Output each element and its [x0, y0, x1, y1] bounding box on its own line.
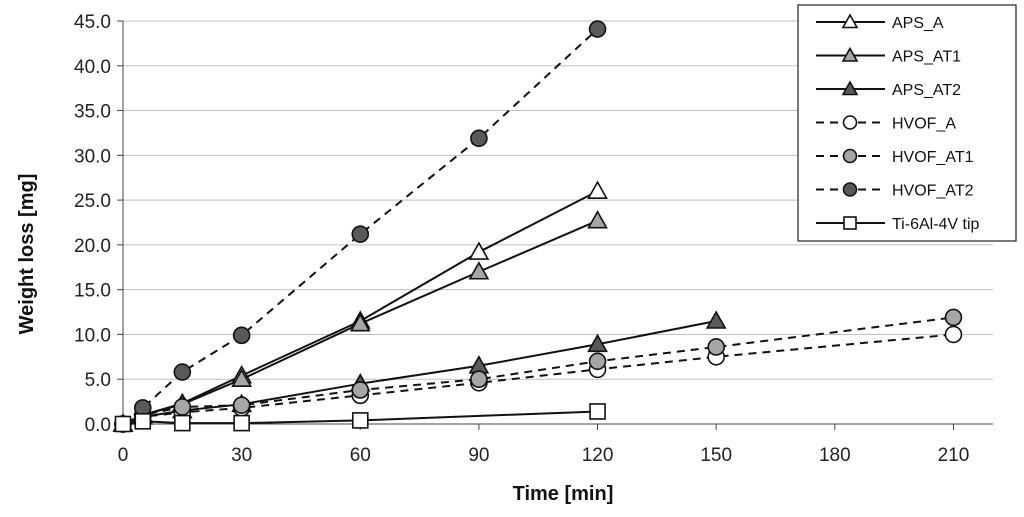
legend-entry-aps-at1: APS_AT1	[816, 46, 961, 66]
legend-marker	[843, 216, 857, 230]
data-point-aps-at1	[349, 313, 371, 332]
y-tick-label: 0.0	[85, 415, 111, 436]
legend-label: APS_AT2	[892, 82, 961, 99]
legend-entry-hvof-at2: HVOF_AT2	[816, 182, 974, 200]
axes	[122, 21, 993, 425]
data-point-aps-at2	[587, 333, 608, 353]
data-point-hvof-at2	[232, 326, 251, 345]
y-tick-label: 15.0	[74, 281, 111, 302]
y-tick-label: 40.0	[74, 57, 111, 78]
data-point-ti-6al-4v-tip	[233, 414, 250, 432]
y-tick-label: 10.0	[74, 325, 111, 346]
data-point-aps-at1	[231, 368, 253, 388]
legend-marker	[842, 182, 858, 197]
data-point-aps-a	[468, 241, 490, 260]
x-tick-label: 30	[231, 445, 252, 466]
legend-label: HVOF_A	[892, 116, 956, 133]
x-tick-label: 210	[938, 445, 970, 466]
data-point-aps-a	[587, 180, 608, 199]
x-axis-title: Time [min]	[513, 483, 614, 505]
y-tick-label: 30.0	[74, 146, 111, 167]
data-point-hvof-at1	[470, 370, 488, 389]
x-tick-label: 180	[819, 445, 851, 466]
legend-label: Ti-6Al-4V tip	[892, 216, 980, 233]
legend-entry-aps-at2: APS_AT2	[816, 80, 961, 99]
x-tick-label: 0	[118, 445, 129, 466]
data-point-aps-at1	[468, 261, 490, 280]
series-line-aps-at2	[122, 320, 717, 425]
series-ti-6al-4v-tip	[114, 403, 606, 433]
y-axis-title: Weight loss [mg]	[16, 174, 38, 335]
legend-entry-hvof-at1: HVOF_AT1	[816, 148, 974, 166]
legend-marker	[842, 115, 858, 130]
legend: APS_A APS_AT1 APS_AT2 HVOF_A HVOF_AT1 HVOF_AT…	[797, 4, 1017, 242]
legend-label: HVOF_AT1	[892, 149, 974, 166]
legend-entry-hvof-a: HVOF_A	[816, 115, 956, 133]
y-tick-label: 20.0	[74, 236, 111, 257]
data-point-hvof-at1	[173, 398, 192, 416]
x-tick-label: 150	[700, 445, 732, 466]
legend-entry-aps-a: APS_A	[816, 13, 944, 32]
data-point-hvof-at1	[351, 381, 370, 399]
legend-entry-ti-6al-4v-tip: Ti-6Al-4V tip	[816, 216, 980, 233]
legend-label: APS_A	[892, 15, 944, 32]
data-point-hvof-at2	[470, 129, 488, 148]
legend-label: HVOF_AT2	[892, 183, 974, 200]
data-point-hvof-at2	[173, 363, 192, 381]
legend-label: APS_AT1	[892, 49, 961, 66]
x-tick-label: 60	[350, 445, 371, 466]
y-tick-label: 25.0	[74, 191, 111, 212]
data-point-hvof-at2	[588, 20, 607, 38]
data-point-ti-6al-4v-tip	[589, 403, 606, 420]
data-point-hvof-at2	[351, 225, 370, 243]
y-tick-label: 5.0	[85, 370, 111, 391]
series-aps-at2	[112, 310, 727, 432]
legend-marker	[841, 13, 859, 29]
series	[112, 20, 963, 433]
data-point-aps-at1	[587, 210, 608, 229]
x-tick-label: 90	[468, 445, 489, 466]
data-point-ti-6al-4v-tip	[174, 414, 191, 432]
data-point-hvof-at1	[232, 396, 251, 414]
data-point-ti-6al-4v-tip	[114, 415, 132, 433]
legend-marker	[841, 80, 859, 96]
data-point-ti-6al-4v-tip	[351, 412, 369, 429]
y-tick-label: 35.0	[74, 102, 111, 123]
data-point-aps-at2	[705, 310, 727, 329]
data-point-hvof-at1	[588, 352, 607, 371]
legend-marker	[842, 148, 858, 164]
y-tick-labels: 0.0 5.0 10.0 15.0 20.0 25.0 30.0 35.0 40.0 45.0	[74, 12, 123, 436]
gridlines	[123, 20, 993, 380]
data-point-hvof-at1	[944, 308, 963, 327]
legend-marker	[841, 46, 859, 62]
data-point-hvof-at1	[707, 338, 725, 356]
data-point-ti-6al-4v-tip	[134, 413, 152, 430]
data-point-hvof-a	[944, 325, 963, 344]
y-tick-label: 45.0	[74, 12, 111, 33]
x-tick-label: 120	[582, 445, 614, 466]
